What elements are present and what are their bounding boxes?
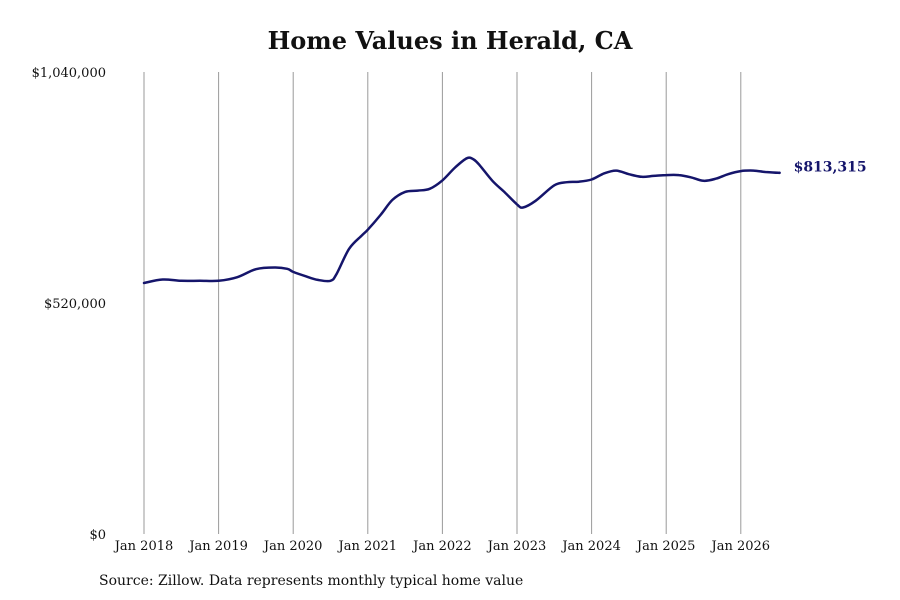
x-tick-label: Jan 2024 [560, 539, 621, 554]
home-value-series-line [142, 156, 781, 285]
x-tick-label: Jan 2021 [337, 539, 398, 554]
x-axis-tick-labels: Jan 2018 Jan 2019 Jan 2020 Jan 2021 Jan 2022… [113, 539, 770, 554]
chart-title: Home Values in Herald, CA [267, 26, 633, 55]
x-tick-label: Jan 2022 [411, 539, 472, 554]
y-tick-label: $520,000 [44, 297, 106, 312]
x-tick-label: Jan 2023 [486, 539, 547, 554]
source-note: Source: Zillow. Data represents monthly … [99, 573, 524, 589]
x-tick-label: Jan 2025 [635, 539, 696, 554]
gridlines [143, 72, 742, 534]
y-tick-label: $0 [89, 528, 106, 543]
y-axis-tick-labels: $0 $520,000 $1,040,000 [32, 66, 106, 543]
latest-value-label: $813,315 [794, 160, 867, 176]
x-tick-label: Jan 2018 [113, 539, 174, 554]
x-tick-label: Jan 2026 [710, 539, 771, 554]
x-tick-label: Jan 2019 [187, 539, 248, 554]
x-tick-label: Jan 2020 [262, 539, 323, 554]
y-tick-label: $1,040,000 [32, 66, 106, 81]
